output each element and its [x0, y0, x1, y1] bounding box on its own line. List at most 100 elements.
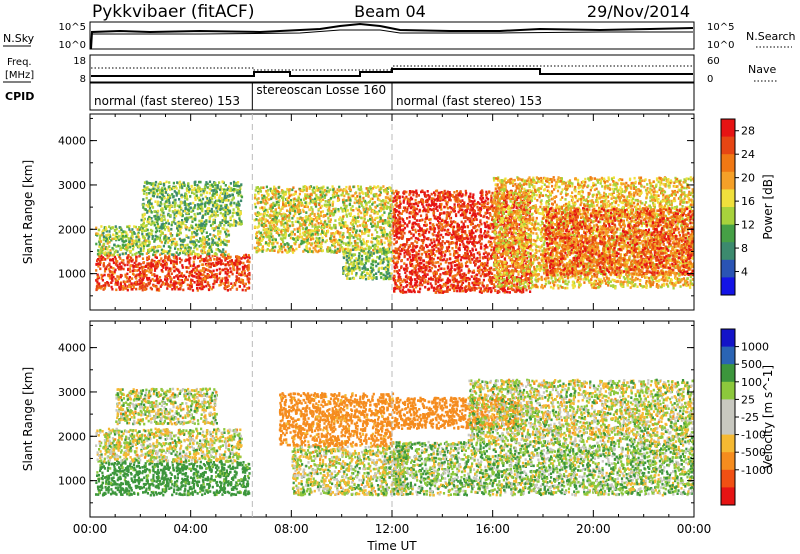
- range-cell: [324, 240, 327, 244]
- range-cell: [389, 216, 392, 220]
- range-cell: [392, 249, 395, 253]
- range-cell: [352, 267, 355, 271]
- range-cell: [200, 227, 203, 231]
- range-cell: [255, 218, 258, 221]
- range-cell: [286, 223, 289, 226]
- range-cell: [277, 196, 280, 199]
- range-cell: [143, 273, 146, 276]
- range-cell: [219, 230, 222, 233]
- range-cell: [282, 245, 286, 249]
- range-cell: [285, 225, 288, 228]
- range-cell: [373, 222, 376, 226]
- range-cell: [210, 275, 213, 279]
- range-cell: [470, 208, 473, 212]
- range-cell: [97, 262, 100, 265]
- range-cell: [292, 186, 295, 189]
- range-cell: [301, 218, 304, 222]
- range-cell: [270, 224, 273, 228]
- range-cell: [308, 195, 311, 198]
- range-cell: [427, 206, 430, 209]
- range-cell: [148, 221, 151, 224]
- range-cell: [188, 258, 191, 261]
- range-cell: [140, 274, 144, 277]
- range-cell: [289, 201, 292, 204]
- range-cell: [359, 246, 362, 249]
- range-cell: [389, 237, 392, 240]
- range-cell: [184, 244, 187, 247]
- range-cell: [362, 208, 366, 212]
- range-cell: [131, 235, 134, 239]
- range-cell: [329, 220, 332, 223]
- range-cell: [343, 188, 346, 192]
- range-cell: [201, 224, 204, 227]
- range-cell: [398, 269, 401, 272]
- range-cell: [118, 245, 121, 248]
- range-cell: [176, 204, 179, 208]
- range-cell: [218, 194, 222, 197]
- range-cell: [157, 182, 160, 186]
- range-cell: [342, 242, 345, 245]
- range-cell: [193, 192, 196, 196]
- range-cell: [358, 205, 361, 208]
- range-cell: [362, 220, 365, 223]
- range-cell: [225, 239, 228, 243]
- range-cell: [314, 245, 317, 248]
- range-cell: [361, 204, 364, 207]
- range-cell: [428, 218, 431, 221]
- range-cell: [417, 229, 420, 232]
- range-cell: [177, 229, 180, 232]
- range-cell: [386, 222, 389, 225]
- range-cell: [139, 279, 142, 283]
- range-cell: [175, 251, 178, 254]
- range-cell: [210, 272, 214, 275]
- range-cell: [255, 231, 259, 234]
- range-cell: [215, 258, 218, 261]
- range-cell: [260, 200, 263, 204]
- range-cell: [145, 188, 148, 191]
- range-cell: [270, 235, 273, 239]
- range-cell: [512, 248, 515, 251]
- range-cell: [358, 238, 362, 241]
- range-cell: [142, 265, 145, 269]
- range-cell: [229, 217, 232, 220]
- range-cell: [226, 273, 229, 276]
- range-cell: [275, 197, 278, 201]
- range-cell: [281, 206, 284, 209]
- range-cell: [165, 279, 168, 283]
- range-cell: [344, 224, 347, 227]
- range-cell: [423, 207, 426, 210]
- range-cell: [179, 247, 182, 250]
- range-cell: [116, 253, 119, 257]
- range-cell: [148, 255, 151, 258]
- range-cell: [139, 247, 142, 250]
- range-cell: [202, 222, 205, 226]
- range-cell: [231, 286, 234, 289]
- range-cell: [266, 210, 269, 214]
- range-cell: [348, 241, 351, 245]
- range-cell: [216, 199, 219, 203]
- range-cell: [441, 223, 444, 226]
- range-cell: [240, 195, 244, 199]
- range-cell: [466, 249, 469, 253]
- range-cell: [141, 278, 145, 281]
- range-cell: [516, 222, 519, 226]
- range-cell: [227, 187, 230, 190]
- range-cell: [352, 227, 355, 231]
- range-cell: [278, 245, 281, 248]
- range-cell: [239, 210, 242, 214]
- range-cell: [356, 248, 359, 251]
- range-cell: [193, 271, 197, 274]
- range-cell: [510, 231, 513, 235]
- range-cell: [159, 204, 162, 208]
- range-cell: [316, 216, 319, 220]
- range-cell: [185, 193, 188, 196]
- range-cell: [343, 194, 346, 198]
- range-cell: [299, 232, 302, 235]
- range-cell: [256, 241, 259, 245]
- range-cell: [248, 286, 251, 290]
- range-cell: [348, 235, 351, 238]
- range-cell: [475, 257, 478, 261]
- range-cell: [226, 256, 230, 260]
- range-cell: [350, 194, 353, 198]
- range-cell: [346, 251, 349, 254]
